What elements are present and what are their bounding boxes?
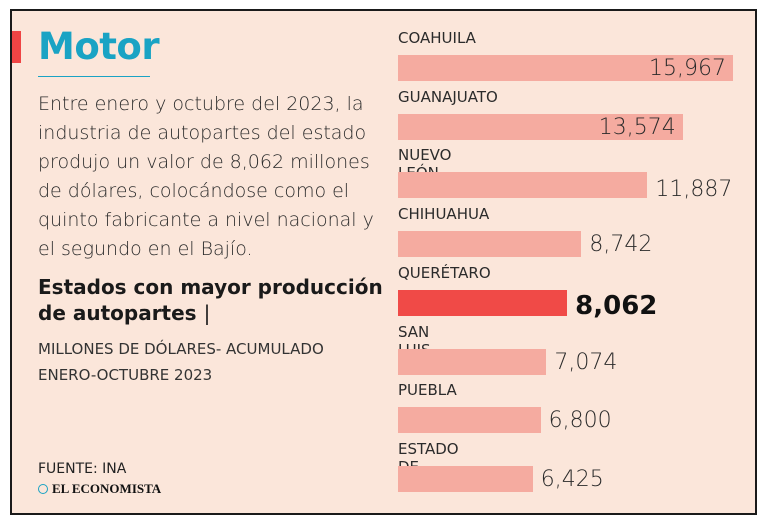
bar-label: QUERÉTARO (398, 263, 491, 282)
intro-text: Entre enero y octubre del 2023, la indus… (38, 93, 374, 260)
bar-value-label: 7,074 (554, 349, 618, 375)
bar-label: CHIHUAHUA (398, 205, 490, 224)
bar (398, 289, 568, 316)
bar-value-label: 8,742 (589, 232, 653, 258)
brand-name: EL ECONOMISTA (52, 481, 162, 496)
bar (398, 113, 683, 140)
bar-value-label: 6,425 (540, 466, 604, 492)
accent-bar (12, 31, 21, 63)
bar-label: PUEBLA (398, 381, 457, 400)
bar-label: GUANAJUATO (398, 87, 498, 106)
bar (398, 55, 733, 81)
title-underline (38, 76, 150, 77)
source-note: FUENTE: INA (38, 461, 127, 477)
brand-logo: EL ECONOMISTA (38, 481, 161, 497)
chart-title-separator: | (203, 301, 211, 325)
bar-label: COAHUILA (398, 29, 476, 47)
bar-value-label: 11,887 (655, 177, 733, 203)
brand-globe-icon (38, 484, 48, 494)
bar (398, 231, 582, 258)
bar (398, 348, 547, 375)
bar-value-label: 13,574 (598, 114, 676, 140)
bar-value-label: 8,062 (575, 290, 658, 321)
chart-title: Estados con mayor producción de autopart… (38, 274, 383, 326)
bar-value-label: 15,967 (649, 56, 726, 81)
chart-title-main: Estados con mayor producción de autopart… (38, 275, 383, 325)
bar (398, 407, 541, 434)
infographic-card: Motor Entre enero y octubre del 2023, la… (10, 9, 757, 515)
bar-value-label: 6,800 (548, 408, 612, 434)
bar (398, 172, 648, 199)
page-title: Motor (38, 25, 160, 68)
chart-subtitle: MILLONES DE DÓLARES- ACUMULADO ENERO-OCT… (38, 340, 324, 384)
bar (398, 465, 533, 492)
